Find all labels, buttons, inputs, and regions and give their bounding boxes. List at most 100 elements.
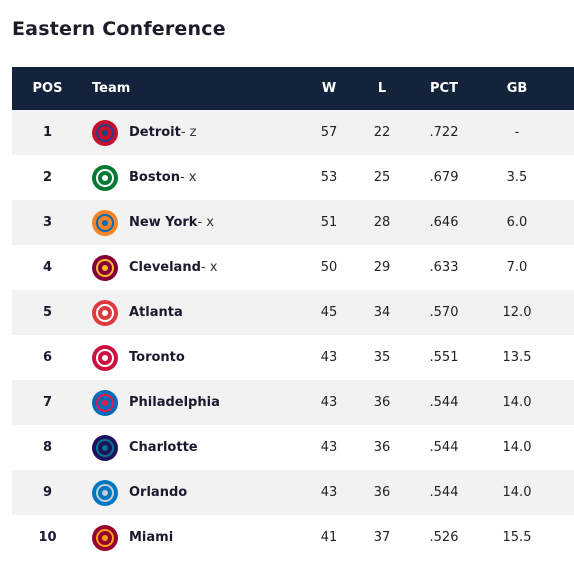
column-header-l[interactable]: L xyxy=(377,81,387,96)
team-cell[interactable]: Atlanta xyxy=(129,290,183,335)
column-header-pos[interactable]: POS xyxy=(32,81,63,96)
team-logo-cell xyxy=(92,165,118,191)
team-cell[interactable]: Detroit- z xyxy=(129,110,197,155)
team-cell[interactable]: Charlotte xyxy=(129,425,198,470)
losses-cell: 29 xyxy=(373,260,391,275)
team-name[interactable]: Atlanta xyxy=(129,305,183,320)
pct-cell: .570 xyxy=(429,305,459,320)
team-cell[interactable]: New York- x xyxy=(129,200,214,245)
team-cell[interactable]: Miami xyxy=(129,515,173,560)
wins-cell: 43 xyxy=(320,440,338,455)
raptors-logo-icon xyxy=(92,345,118,371)
losses-cell: 36 xyxy=(373,395,391,410)
clinch-marker: - x xyxy=(197,215,214,230)
team-logo-cell xyxy=(92,480,118,506)
position-cell: 5 xyxy=(42,305,53,320)
wins-cell: 45 xyxy=(320,305,338,320)
wins-cell: 57 xyxy=(320,125,338,140)
team-name[interactable]: New York xyxy=(129,215,198,230)
table-row[interactable]: 7 Philadelphia 43 36 .544 14.0 xyxy=(12,380,574,425)
team-name[interactable]: Philadelphia xyxy=(129,395,220,410)
team-logo-cell xyxy=(92,345,118,371)
table-row[interactable]: 2 Boston- x 53 25 .679 3.5 xyxy=(12,155,574,200)
column-header-team[interactable]: Team xyxy=(92,81,131,96)
wins-cell: 53 xyxy=(320,170,338,185)
losses-cell: 36 xyxy=(373,440,391,455)
table-row[interactable]: 10 Miami 41 37 .526 15.5 xyxy=(12,515,574,560)
table-header: POS Team W L PCT GB xyxy=(12,67,574,110)
table-row[interactable]: 5 Atlanta 45 34 .570 12.0 xyxy=(12,290,574,335)
table-row[interactable]: 4 Cleveland- x 50 29 .633 7.0 xyxy=(12,245,574,290)
games-behind-cell: 6.0 xyxy=(506,215,528,230)
wins-cell: 43 xyxy=(320,485,338,500)
pct-cell: .526 xyxy=(429,530,459,545)
table-row[interactable]: 3 New York- x 51 28 .646 6.0 xyxy=(12,200,574,245)
position-cell: 4 xyxy=(42,260,53,275)
games-behind-cell: 12.0 xyxy=(502,305,532,320)
column-header-w[interactable]: W xyxy=(321,81,337,96)
team-name[interactable]: Orlando xyxy=(129,485,188,500)
team-name[interactable]: Boston xyxy=(129,170,180,185)
losses-cell: 28 xyxy=(373,215,391,230)
losses-cell: 37 xyxy=(373,530,391,545)
games-behind-cell: 14.0 xyxy=(502,440,532,455)
team-logo-cell xyxy=(92,120,118,146)
pistons-logo-icon xyxy=(92,120,118,146)
celtics-logo-icon xyxy=(92,165,118,191)
team-cell[interactable]: Cleveland- x xyxy=(129,245,217,290)
column-header-pct[interactable]: PCT xyxy=(430,81,458,96)
losses-cell: 25 xyxy=(373,170,391,185)
wins-cell: 51 xyxy=(320,215,338,230)
position-cell: 6 xyxy=(42,350,53,365)
games-behind-cell: - xyxy=(514,125,520,140)
games-behind-cell: 15.5 xyxy=(502,530,532,545)
team-name[interactable]: Charlotte xyxy=(129,440,198,455)
pct-cell: .544 xyxy=(429,395,459,410)
games-behind-cell: 13.5 xyxy=(502,350,532,365)
team-logo-cell xyxy=(92,390,118,416)
losses-cell: 36 xyxy=(373,485,391,500)
wins-cell: 43 xyxy=(320,395,338,410)
position-cell: 7 xyxy=(42,395,53,410)
team-name[interactable]: Miami xyxy=(129,530,174,545)
pct-cell: .544 xyxy=(429,440,459,455)
team-cell[interactable]: Philadelphia xyxy=(129,380,220,425)
team-name[interactable]: Detroit xyxy=(129,125,181,140)
position-cell: 8 xyxy=(42,440,53,455)
table-row[interactable]: 1 Detroit- z 57 22 .722 - xyxy=(12,110,574,155)
clinch-marker: - x xyxy=(179,170,197,185)
losses-cell: 34 xyxy=(373,305,391,320)
team-logo-cell xyxy=(92,435,118,461)
wins-cell: 41 xyxy=(320,530,338,545)
team-logo-cell xyxy=(92,210,118,236)
position-cell: 9 xyxy=(42,485,53,500)
team-name[interactable]: Toronto xyxy=(129,350,185,365)
team-name[interactable]: Cleveland xyxy=(129,260,201,275)
table-row[interactable]: 9 Orlando 43 36 .544 14.0 xyxy=(12,470,574,515)
team-cell[interactable]: Toronto xyxy=(129,335,185,380)
position-cell: 1 xyxy=(42,125,53,140)
clinch-marker: - z xyxy=(180,125,197,140)
pct-cell: .722 xyxy=(429,125,459,140)
page-title: Eastern Conference xyxy=(12,18,226,40)
magic-logo-icon xyxy=(92,480,118,506)
losses-cell: 35 xyxy=(373,350,391,365)
column-header-gb[interactable]: GB xyxy=(506,81,528,96)
standings-table: POS Team W L PCT GB 1 Detroit- z 57 22.722-… xyxy=(12,67,574,560)
table-row[interactable]: 8 Charlotte 43 36 .544 14.0 xyxy=(12,425,574,470)
wins-cell: 50 xyxy=(320,260,338,275)
games-behind-cell: 7.0 xyxy=(506,260,528,275)
games-behind-cell: 3.5 xyxy=(506,170,528,185)
team-cell[interactable]: Boston- x xyxy=(129,155,197,200)
knicks-logo-icon xyxy=(92,210,118,236)
hawks-logo-icon xyxy=(92,300,118,326)
hornets-logo-icon xyxy=(92,435,118,461)
pct-cell: .646 xyxy=(429,215,459,230)
table-row[interactable]: 6 Toronto 43 35 .551 13.5 xyxy=(12,335,574,380)
team-cell[interactable]: Orlando xyxy=(129,470,187,515)
clinch-marker: - x xyxy=(200,260,218,275)
losses-cell: 22 xyxy=(373,125,391,140)
position-cell: 10 xyxy=(38,530,57,545)
team-logo-cell xyxy=(92,300,118,326)
cavaliers-logo-icon xyxy=(92,255,118,281)
